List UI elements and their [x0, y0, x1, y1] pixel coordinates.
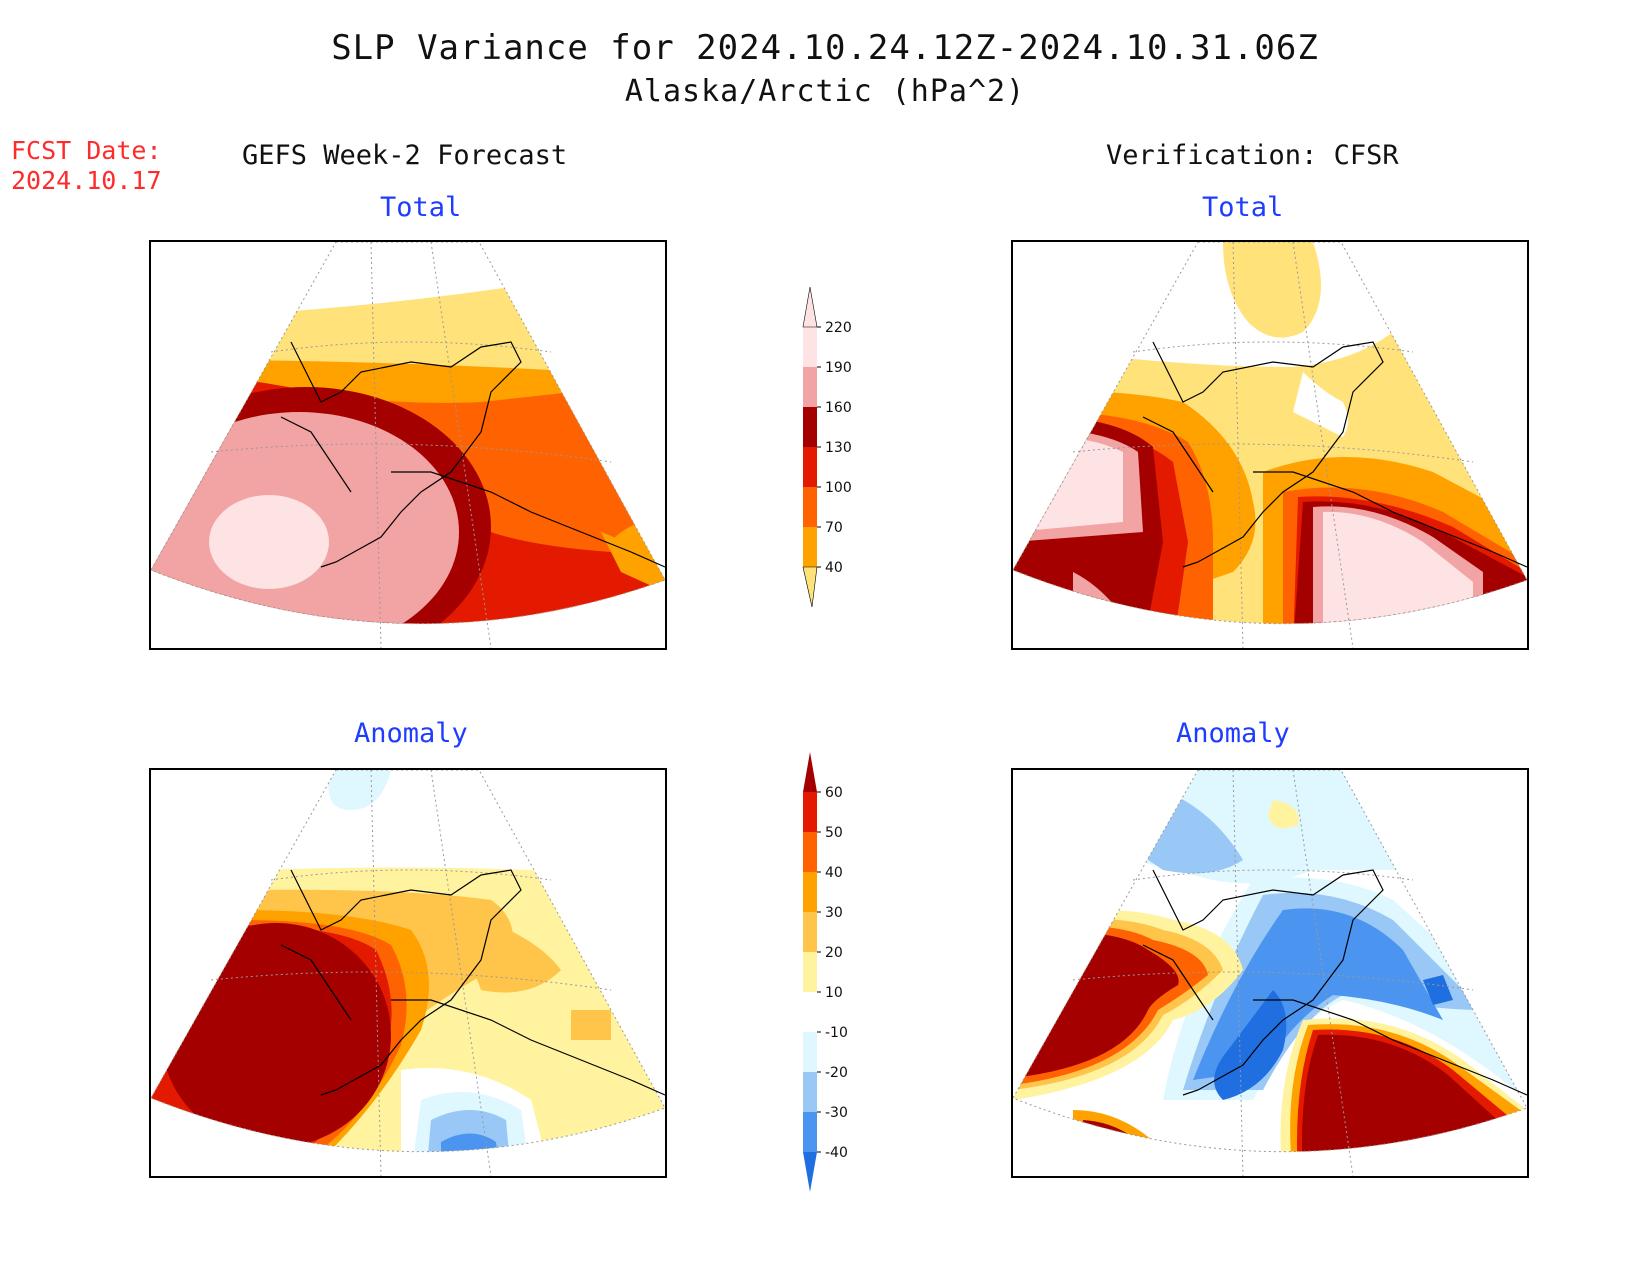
- colorbar-segment: [803, 447, 817, 487]
- colorbar-tick-label: 40: [825, 865, 843, 881]
- colorbar-tick-label: -10: [825, 1025, 848, 1041]
- fcst-anomaly-map: [149, 768, 667, 1178]
- colorbar-tick-label: 70: [825, 520, 843, 536]
- figure-title: SLP Variance for 2024.10.24.12Z-2024.10.…: [331, 28, 1319, 68]
- verif-anomaly-map: [1011, 768, 1529, 1178]
- colorbar-segment: [803, 527, 817, 567]
- colorbar-segment: [803, 367, 817, 407]
- right-column-heading: Verification: CFSR: [1106, 140, 1399, 171]
- colorbar-segment: [803, 952, 817, 992]
- fcst-anomaly-title: Anomaly: [354, 718, 468, 749]
- colorbar-tick-label: 100: [825, 480, 852, 496]
- verif-total-title: Total: [1202, 192, 1284, 223]
- colorbar-tick-label: 50: [825, 825, 843, 841]
- colorbar-tick-label: 190: [825, 360, 852, 376]
- verif-total-map: [1011, 240, 1529, 650]
- colorbar-tick-label: 30: [825, 905, 843, 921]
- colorbar-bottom-arrow: [803, 1152, 817, 1192]
- figure-subtitle: Alaska/Arctic (hPa^2): [624, 74, 1026, 109]
- colorbar-tick-label: -40: [825, 1145, 848, 1161]
- colorbar-segment: [803, 872, 817, 912]
- colorbar-tick-label: -20: [825, 1065, 848, 1081]
- anomaly-colorbar: 60 50 40 30 20 10 -10 -20 -30 -40: [803, 752, 848, 1192]
- colorbar-segment: [803, 407, 817, 447]
- colorbar-tick-label: 220: [825, 320, 852, 336]
- colorbar-bottom-arrow: [802, 566, 818, 608]
- colorbar-segment: [803, 327, 817, 367]
- colorbar-segment: [803, 1112, 817, 1152]
- colorbar-segment: [803, 832, 817, 872]
- colorbar-segment: [803, 1032, 817, 1072]
- colorbar-tick-label: 40: [825, 560, 843, 576]
- colorbar-tick-label: -30: [825, 1105, 848, 1121]
- forecast-date-label: FCST Date:: [11, 136, 162, 165]
- verif-anomaly-title: Anomaly: [1176, 718, 1290, 749]
- colorbar-top-arrow: [803, 752, 817, 792]
- colorbar-segment: [803, 792, 817, 832]
- colorbar-tick-label: 20: [825, 945, 843, 961]
- total-colorbar: 220 190 160 130 100 70 40: [802, 286, 852, 608]
- colorbar-tick-label: 130: [825, 440, 852, 456]
- colorbar-segment: [803, 912, 817, 952]
- colorbar-segment: [803, 1072, 817, 1112]
- colorbar-tick-label: 10: [825, 985, 843, 1001]
- colorbar-segment: [803, 487, 817, 527]
- colorbar-top-arrow: [802, 286, 818, 328]
- colorbar-segment: [803, 992, 817, 1032]
- forecast-date-value: 2024.10.17: [11, 166, 162, 195]
- colorbar-tick-label: 60: [825, 785, 843, 801]
- fcst-total-map: [149, 240, 667, 650]
- left-column-heading: GEFS Week-2 Forecast: [242, 140, 568, 171]
- fcst-total-title: Total: [380, 192, 462, 223]
- colorbar-tick-label: 160: [825, 400, 852, 416]
